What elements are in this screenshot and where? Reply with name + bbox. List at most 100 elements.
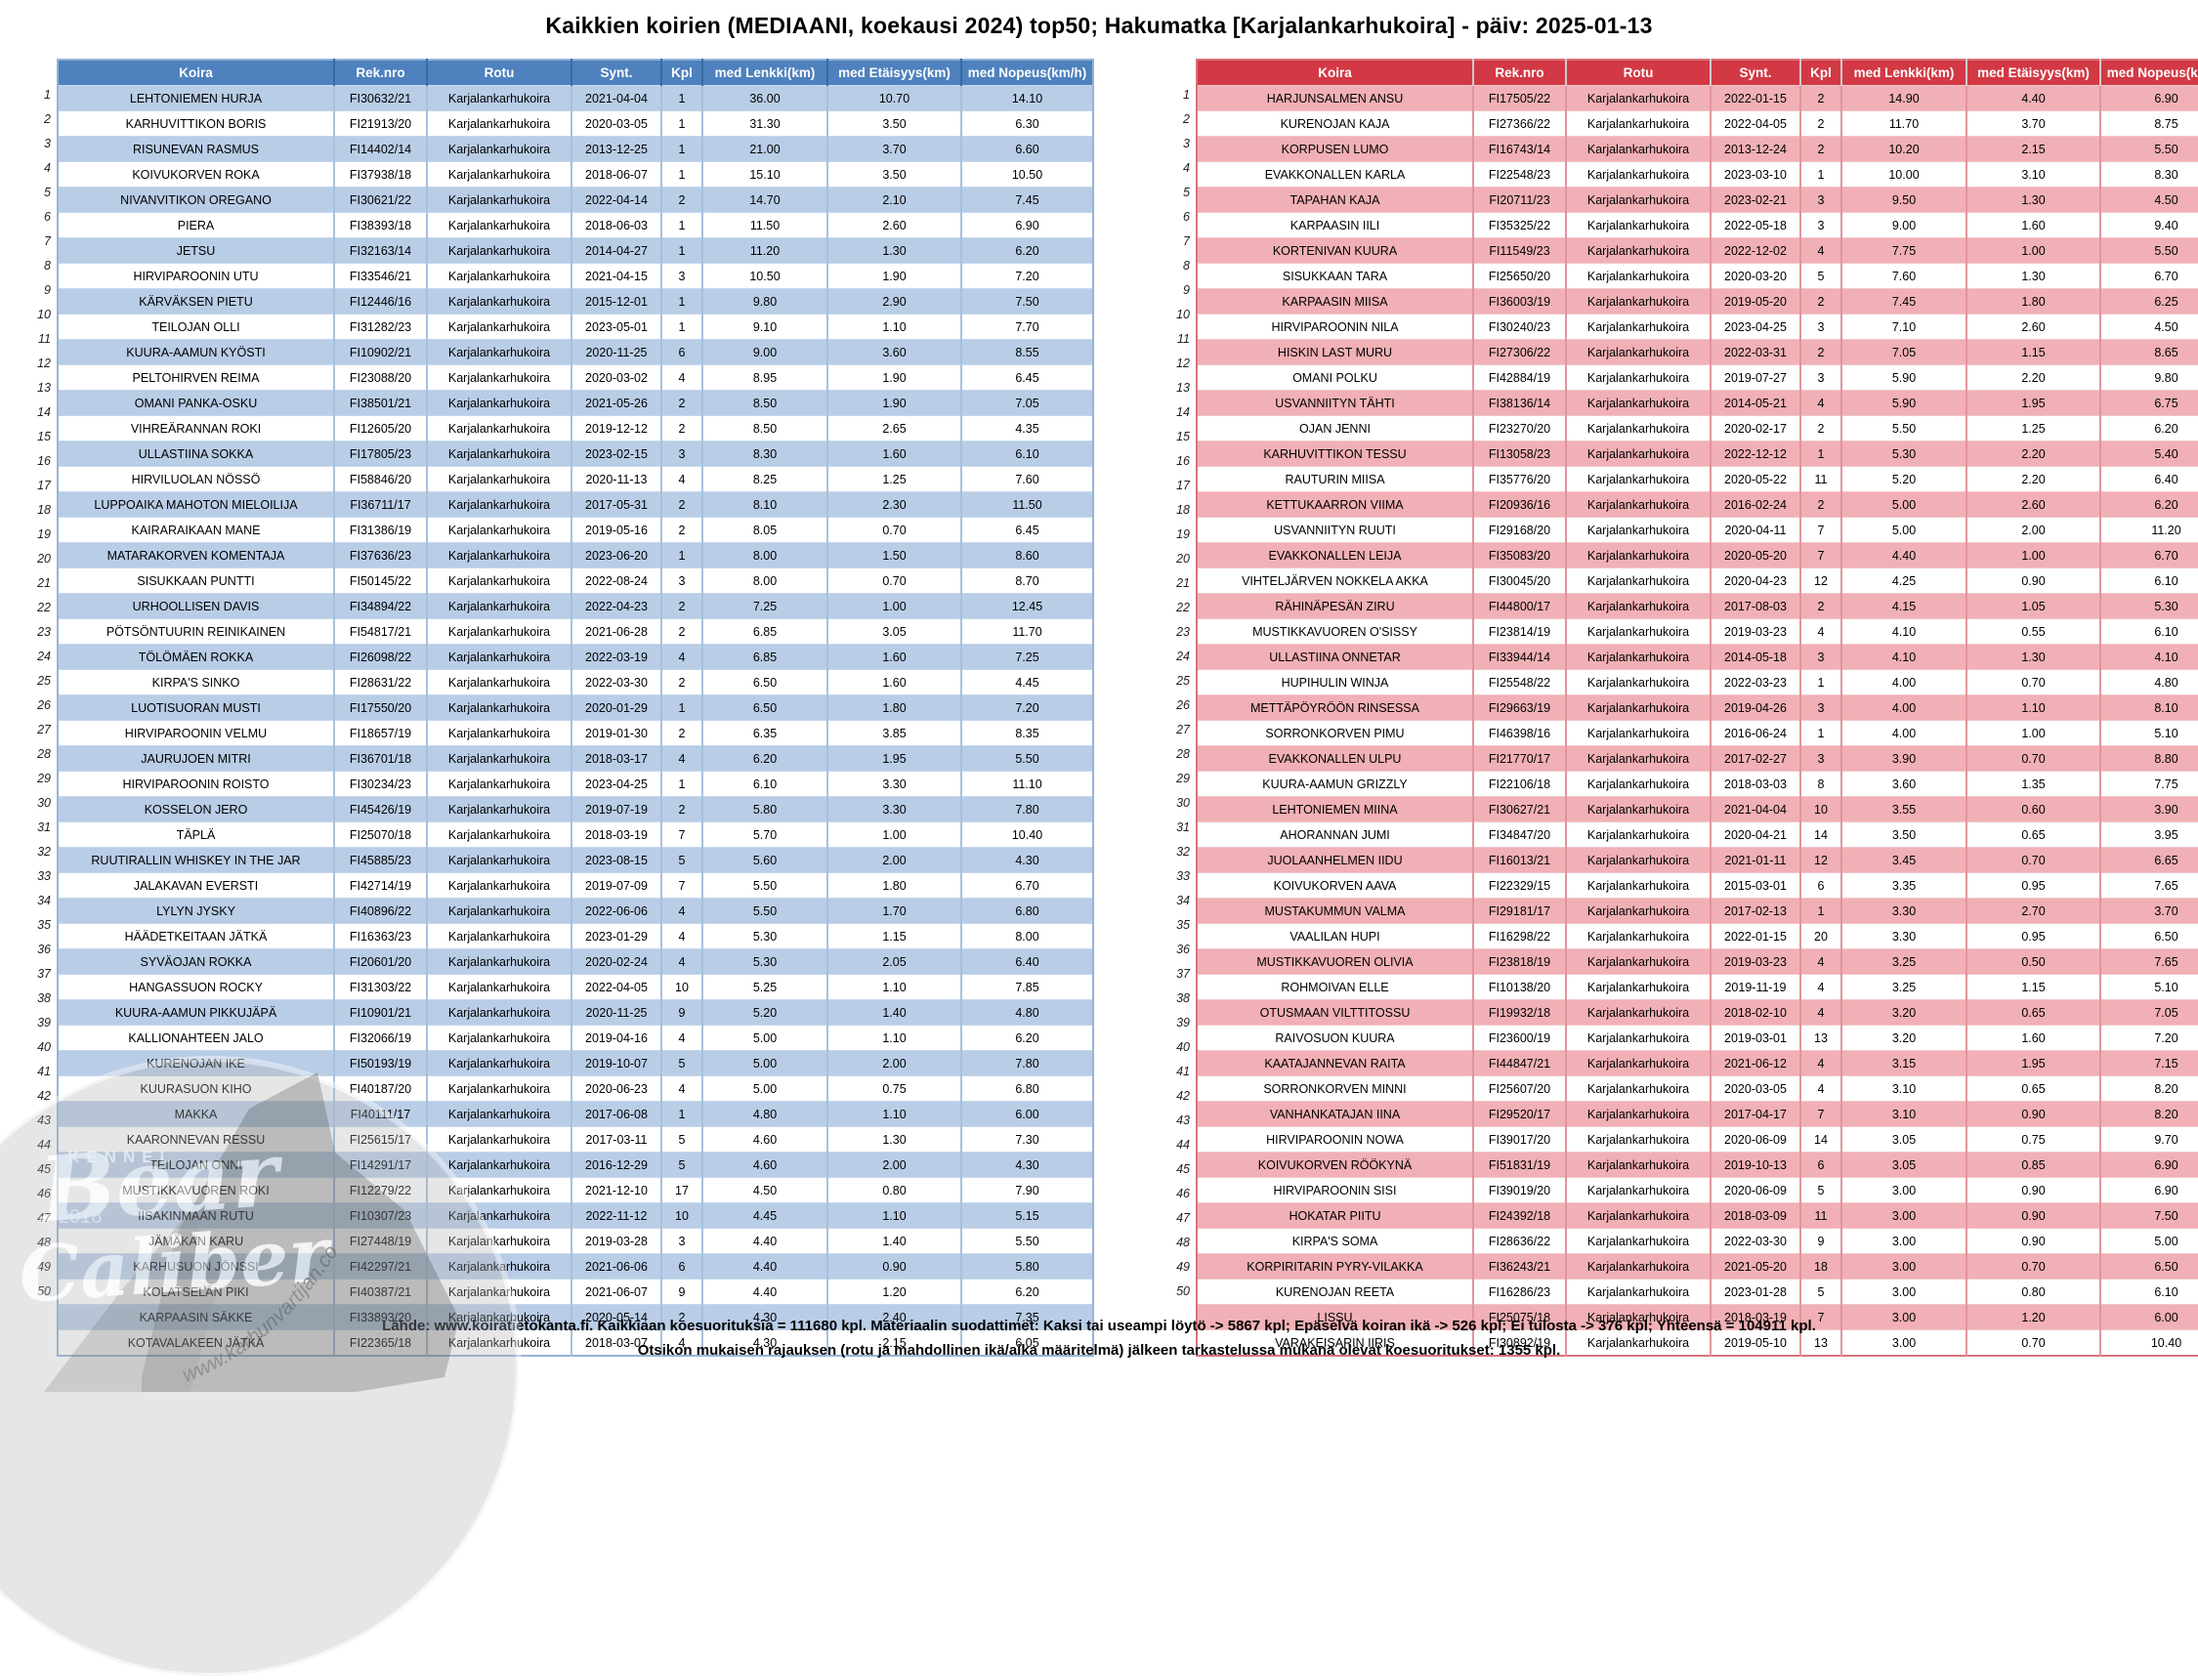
cell-kpl: 12 [1799,567,1841,594]
cell-kpl: 3 [1799,212,1841,238]
cell-lenkki: 8.05 [701,517,827,543]
cell-synt: 2020-04-21 [1710,821,1800,848]
cell-koira: KAARONNEVAN RESSU [58,1126,334,1153]
cell-nopeus: 6.10 [960,441,1093,467]
cell-rotu: Karjalankarhukoira [426,390,571,416]
cell-kpl: 2 [660,593,702,619]
cell-etaisyys: 3.10 [1966,161,2100,188]
cell-etaisyys: 2.30 [826,491,961,518]
cell-etaisyys: 1.30 [826,1126,961,1153]
column-header-lenkki: med Lenkki(km) [701,60,827,86]
cell-lenkki: 3.10 [1840,1101,1966,1127]
cell-reknro: FI35776/20 [1472,466,1566,492]
cell-reknro: FI14291/17 [333,1152,427,1178]
cell-etaisyys: 1.00 [826,821,961,848]
rank-number: 49 [37,1260,51,1274]
rank-number: 20 [1176,552,1190,566]
cell-koira: KORPIRITARIN PYRY-VILAKKA [1197,1253,1473,1280]
cell-kpl: 6 [660,339,702,365]
cell-rotu: Karjalankarhukoira [426,1253,571,1280]
cell-reknro: FI22365/18 [333,1329,427,1356]
rank-number: 3 [1183,137,1190,150]
cell-nopeus: 11.10 [960,771,1093,797]
cell-reknro: FI17505/22 [1472,85,1566,111]
cell-nopeus: 3.95 [2099,821,2198,848]
cell-rotu: Karjalankarhukoira [1565,1304,1711,1330]
cell-etaisyys: 2.60 [1966,491,2100,518]
cell-nopeus: 6.20 [960,237,1093,264]
cell-nopeus: 8.10 [2099,694,2198,721]
cell-reknro: FI30627/21 [1472,796,1566,822]
rank-number: 14 [1176,405,1190,419]
cell-koira: VANHANKATAJAN IINA [1197,1101,1473,1127]
cell-koira: OTUSMAAN VILTTITOSSU [1197,999,1473,1026]
cell-rotu: Karjalankarhukoira [426,821,571,848]
cell-etaisyys: 0.70 [1966,669,2100,695]
cell-reknro: FI22329/15 [1472,872,1566,899]
cell-etaisyys: 2.00 [1966,517,2100,543]
rank-number: 50 [1176,1284,1190,1298]
cell-reknro: FI30045/20 [1472,567,1566,594]
cell-kpl: 5 [660,1152,702,1178]
table-row: HIRVIPAROONIN NILA FI30240/23 Karjalankarh… [1197,314,2198,340]
table-header-row: Koira Rek.nro Rotu Synt. Kpl med Lenkki(km) me… [58,60,1093,86]
cell-kpl: 4 [1799,1050,1841,1076]
cell-kpl: 3 [1799,644,1841,670]
cell-synt: 2018-03-03 [1710,771,1800,797]
rank-number: 19 [1176,527,1190,541]
rank-number: 10 [1176,308,1190,321]
cell-koira: SISUKKAAN TARA [1197,263,1473,289]
table-row: VIHREÄRANNAN ROKI FI12605/20 Karjalankarhu… [58,415,1093,441]
cell-nopeus: 6.70 [960,872,1093,899]
table-row: TÄPLÄ FI25070/18 Karjalankarhukoira 2018-03… [58,821,1093,848]
cell-kpl: 5 [660,1126,702,1153]
cell-kpl: 4 [660,948,702,975]
cell-koira: LUOTISUORAN MUSTI [58,694,334,721]
cell-rotu: Karjalankarhukoira [1565,974,1711,1000]
cell-lenkki: 9.80 [701,288,827,315]
cell-nopeus: 8.20 [2099,1101,2198,1127]
cell-lenkki: 9.10 [701,314,827,340]
cell-etaisyys: 1.90 [826,390,961,416]
cell-etaisyys: 1.10 [826,1101,961,1127]
cell-reknro: FI19932/18 [1472,999,1566,1026]
cell-rotu: Karjalankarhukoira [426,542,571,568]
cell-reknro: FI12605/20 [333,415,427,441]
cell-synt: 2019-03-28 [571,1228,661,1254]
cell-kpl: 11 [1799,466,1841,492]
cell-reknro: FI23088/20 [333,364,427,391]
cell-synt: 2019-05-16 [571,517,661,543]
table-row: MUSTIKKAVUOREN ROKI FI12279/22 Karjalankar… [58,1177,1093,1203]
cell-rotu: Karjalankarhukoira [426,1152,571,1178]
rank-number: 15 [1176,430,1190,443]
rank-number: 47 [1176,1211,1190,1225]
column-header-reknro: Rek.nro [333,60,427,86]
cell-etaisyys: 2.15 [1966,136,2100,162]
table-row: EVAKKONALLEN LEIJA FI35083/20 Karjalankarh… [1197,542,2198,568]
rank-number: 27 [1176,723,1190,736]
cell-reknro: FI31386/19 [333,517,427,543]
cell-nopeus: 4.45 [960,669,1093,695]
table-row: KURENOJAN IKE FI50193/19 Karjalankarhukoir… [58,1050,1093,1076]
cell-nopeus: 14.10 [960,85,1093,111]
cell-rotu: Karjalankarhukoira [1565,187,1711,213]
cell-synt: 2022-04-05 [1710,110,1800,137]
cell-nopeus: 7.80 [960,796,1093,822]
cell-nopeus: 5.50 [960,1228,1093,1254]
cell-lenkki: 6.10 [701,771,827,797]
table-row: SORRONKORVEN PIMU FI46398/16 Karjalankarhu… [1197,720,2198,746]
cell-lenkki: 8.00 [701,567,827,594]
cell-koira: HUPIHULIN WINJA [1197,669,1473,695]
cell-etaisyys: 0.60 [1966,796,2100,822]
cell-lenkki: 3.00 [1840,1228,1966,1254]
rank-number: 7 [1183,234,1190,248]
cell-nopeus: 6.45 [960,364,1093,391]
cell-koira: KETTUKAARRON VIIMA [1197,491,1473,518]
cell-reknro: FI25548/22 [1472,669,1566,695]
cell-lenkki: 3.00 [1840,1253,1966,1280]
cell-synt: 2015-12-01 [571,288,661,315]
rank-number: 1 [1183,88,1190,102]
cell-lenkki: 8.50 [701,390,827,416]
rank-number: 49 [1176,1260,1190,1274]
cell-rotu: Karjalankarhukoira [426,1101,571,1127]
